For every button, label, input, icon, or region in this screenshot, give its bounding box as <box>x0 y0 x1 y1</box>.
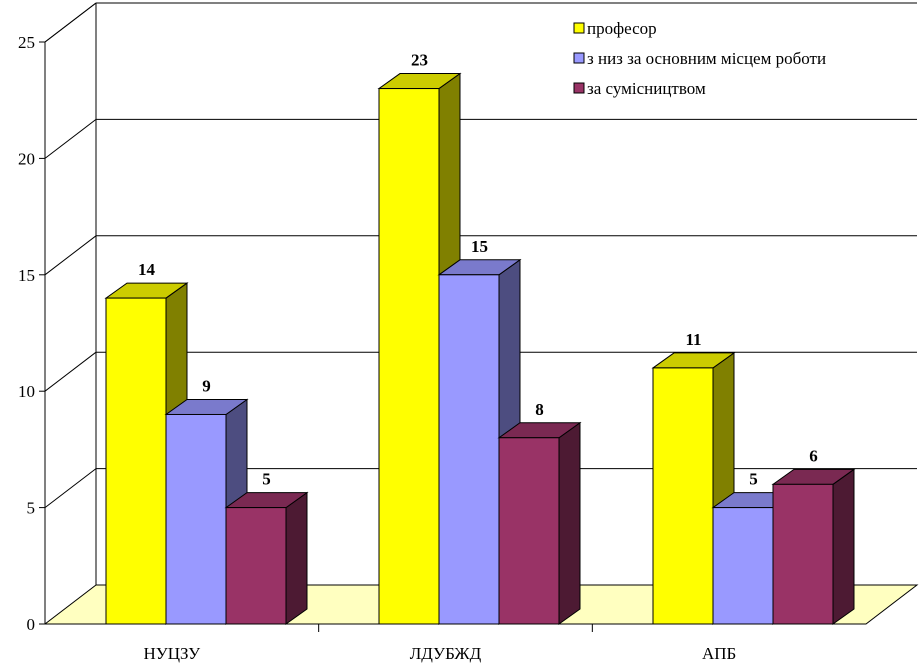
bar-front <box>772 483 834 625</box>
bars: 14 9 5 23 15 8 11 5 6 <box>104 51 856 625</box>
gridline-side <box>44 119 97 159</box>
bar-front <box>378 88 440 625</box>
x-tick-label: АПБ <box>702 644 736 663</box>
x-tick-label: НУЦЗУ <box>143 644 201 663</box>
bar-front <box>105 297 167 625</box>
gridline-side <box>44 235 97 276</box>
data-label: 14 <box>138 260 156 279</box>
data-label: 23 <box>411 51 428 70</box>
y-tick-label: 20 <box>18 149 35 168</box>
legend-label: професор <box>587 19 657 38</box>
bar <box>771 468 856 625</box>
x-axis-labels: НУЦЗУ ЛДУБЖД АПБ <box>143 624 736 663</box>
bar-side <box>285 491 308 625</box>
bar <box>497 421 582 625</box>
data-label: 5 <box>262 470 271 489</box>
legend-swatch <box>573 82 585 94</box>
legend-label: за сумісництвом <box>587 79 706 98</box>
bar-front <box>165 413 227 625</box>
data-label: 8 <box>535 400 544 419</box>
gridline-side <box>44 2 97 43</box>
legend-box <box>540 12 907 108</box>
bar-front <box>225 507 287 625</box>
bar-side <box>832 468 855 625</box>
legend-label: з низ за основним місцем роботи <box>587 49 826 68</box>
y-tick-label: 5 <box>27 499 36 518</box>
data-label: 6 <box>809 446 818 465</box>
legend-swatch <box>573 52 585 64</box>
x-tick-label: ЛДУБЖД <box>410 644 482 663</box>
y-tick-label: 15 <box>18 266 35 285</box>
y-tick-label: 10 <box>18 382 35 401</box>
data-label: 15 <box>471 237 488 256</box>
gridline-side <box>44 351 97 392</box>
bar-front <box>498 437 560 625</box>
bar <box>651 351 736 625</box>
data-label: 9 <box>202 376 211 395</box>
legend: професор з низ за основним місцем роботи з… <box>540 12 907 108</box>
legend-swatch <box>573 22 585 34</box>
bar-front <box>438 274 500 625</box>
gridline-side <box>44 468 97 508</box>
y-tick-label: 25 <box>18 33 35 52</box>
data-label: 11 <box>685 330 701 349</box>
bar-front <box>712 507 774 625</box>
bar-front <box>652 367 714 625</box>
data-label: 5 <box>749 470 758 489</box>
bar-side <box>558 421 581 625</box>
bar <box>224 491 309 625</box>
y-axis: 0 5 10 15 20 25 <box>18 33 46 634</box>
y-tick-label: 0 <box>27 615 36 634</box>
